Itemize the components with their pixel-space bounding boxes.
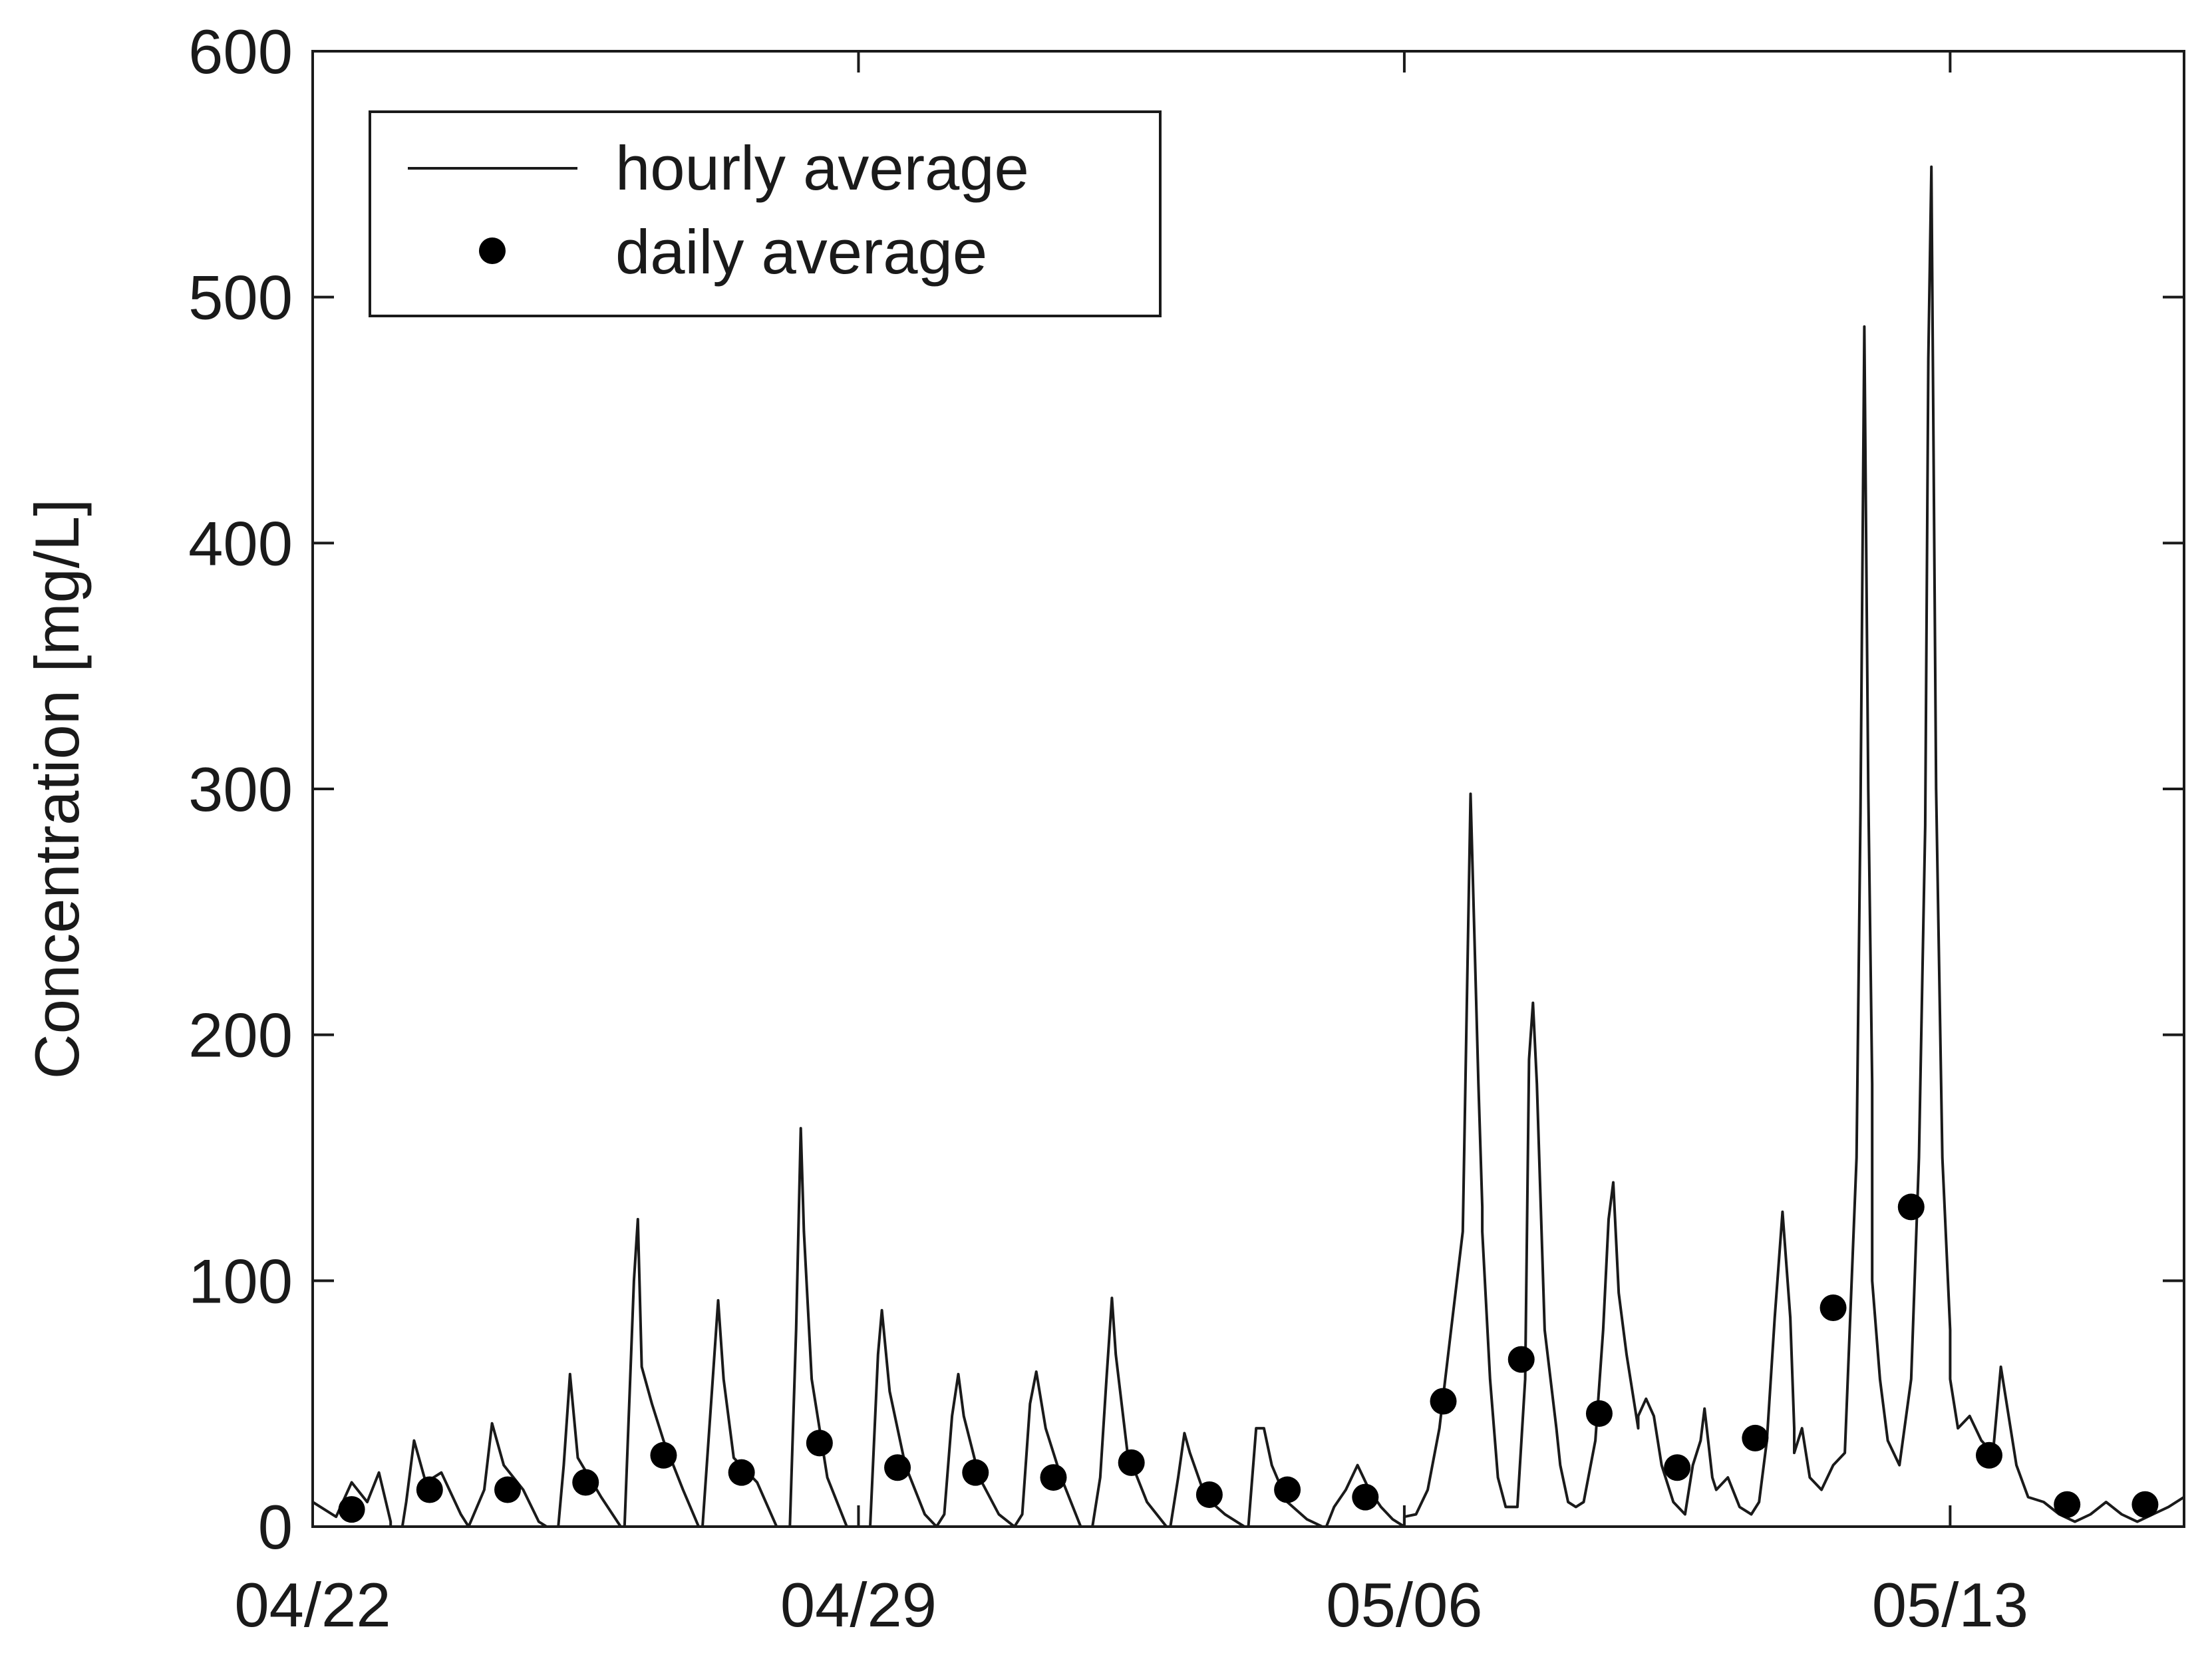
daily-average-point [1195,1481,1223,1508]
daily-average-point [1118,1449,1145,1476]
hourly-average-line [311,165,2185,1528]
daily-average-point [1585,1400,1613,1427]
legend-label-daily: daily average [615,217,987,287]
daily-average-point [1040,1464,1067,1491]
daily-average-point [1819,1294,1847,1321]
daily-average-point [572,1469,599,1496]
daily-average-point [416,1476,443,1503]
daily-average-point [1507,1346,1535,1373]
x-tick-label: 04/29 [780,1570,937,1640]
y-tick-label: 500 [188,263,293,333]
daily-average-point [1274,1476,1301,1503]
y-tick-label: 0 [258,1492,293,1562]
daily-average-point [1742,1424,1769,1451]
x-tick-label: 05/13 [1872,1570,2028,1640]
daily-average-point [338,1496,365,1523]
daily-average-point [1352,1483,1379,1511]
daily-average-point [806,1430,833,1457]
y-tick-label: 600 [188,17,293,86]
legend-label-hourly: hourly average [615,133,1029,203]
daily-average-point [2132,1491,2159,1518]
y-tick-label: 200 [188,1000,293,1070]
daily-average-point [1664,1454,1691,1481]
legend-box [369,110,1162,317]
daily-average-point [1975,1441,2002,1469]
x-tick-label: 04/22 [234,1570,391,1640]
y-tick-label: 100 [188,1246,293,1316]
daily-average-point [650,1441,677,1469]
legend-marker-swatch [479,237,506,264]
daily-average-point [2054,1491,2081,1518]
y-tick-label: 300 [188,754,293,824]
daily-average-point [1897,1193,1925,1221]
y-tick-label: 400 [188,508,293,578]
daily-average-point [1430,1388,1457,1415]
y-axis-label: Concentration [mg/L] [22,499,92,1080]
x-tick-label: 05/06 [1326,1570,1482,1640]
daily-average-point [962,1459,989,1486]
daily-average-point [494,1476,522,1503]
daily-average-point [884,1454,911,1481]
daily-average-point [728,1459,755,1486]
